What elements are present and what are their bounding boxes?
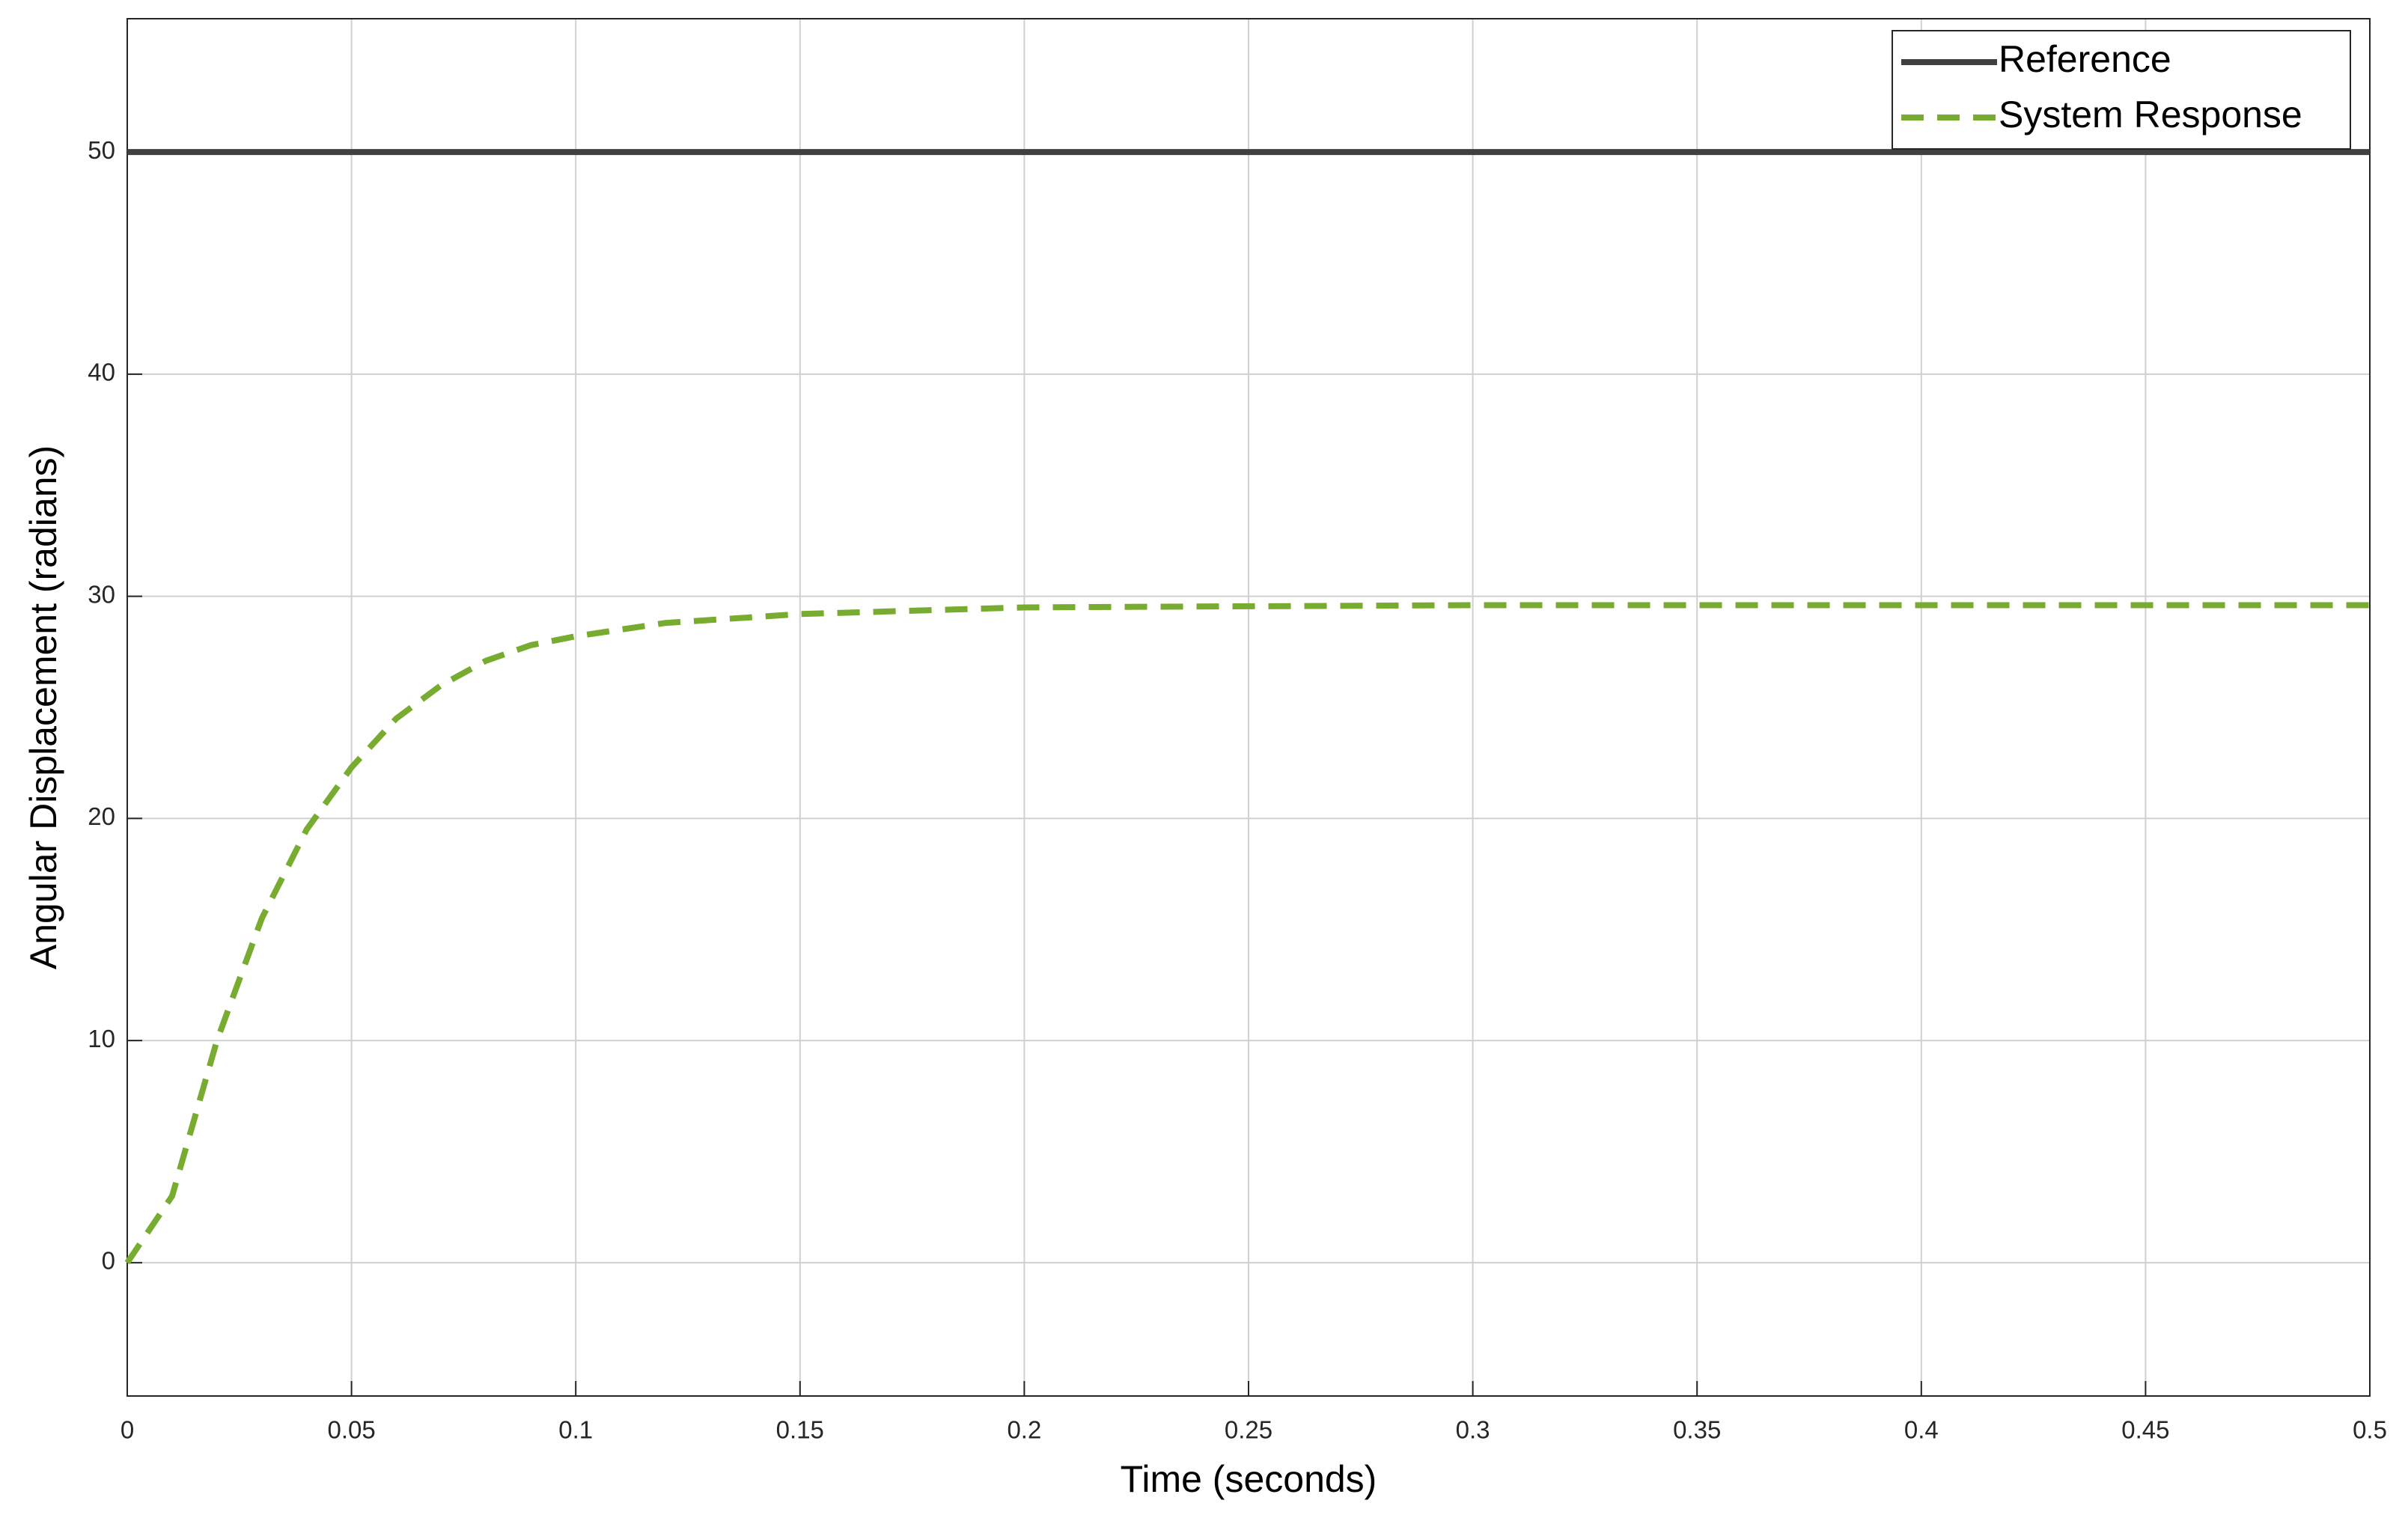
legend-label: System Response: [1999, 94, 2302, 135]
x-tick-label: 0.2: [1007, 1416, 1041, 1444]
x-tick-label: 0.15: [776, 1416, 824, 1444]
x-axis-label: Time (seconds): [1121, 1458, 1377, 1500]
x-tick-label: 0.05: [327, 1416, 375, 1444]
y-tick-label: 50: [88, 136, 115, 164]
y-tick-label: 30: [88, 580, 115, 608]
data-line: [124, 602, 2370, 1265]
y-tick-label: 40: [88, 359, 115, 386]
y-axis-label: Angular Displacement (radians): [22, 445, 64, 969]
y-tick-label: 10: [88, 1025, 115, 1052]
x-tick-label: 0.4: [1904, 1416, 1939, 1444]
plot-frame: [127, 18, 2371, 1397]
x-tick-label: 0: [121, 1416, 134, 1444]
legend-box: [1892, 30, 2351, 150]
x-tick-label: 0.25: [1225, 1416, 1272, 1444]
legend-label: Reference: [1999, 38, 2171, 80]
y-tick-label: 20: [88, 802, 115, 830]
x-tick-label: 0.5: [2353, 1416, 2387, 1444]
x-tick-label: 0.35: [1673, 1416, 1721, 1444]
y-tick-label: 0: [102, 1247, 115, 1275]
x-tick-label: 0.3: [1456, 1416, 1490, 1444]
x-tick-label: 0.1: [558, 1416, 593, 1444]
x-tick-label: 0.45: [2121, 1416, 2169, 1444]
